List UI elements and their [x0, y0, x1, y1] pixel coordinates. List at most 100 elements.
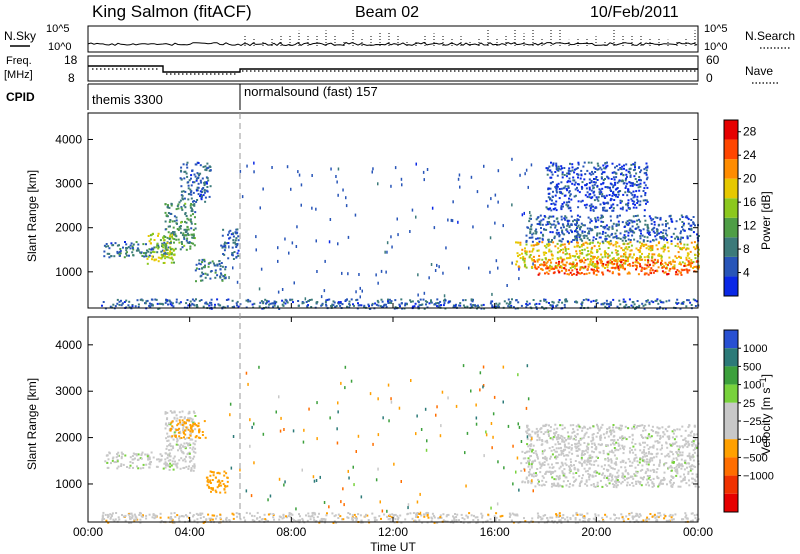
power-scatter-cell	[502, 224, 504, 228]
power-cell	[199, 190, 202, 193]
velocity-cell	[218, 472, 221, 475]
velocity-cell	[577, 469, 580, 472]
power-cell	[208, 304, 211, 307]
power-cell	[576, 167, 579, 169]
power-cell	[694, 224, 696, 227]
power-cell	[545, 200, 548, 203]
power-cell	[623, 305, 626, 308]
power-cell	[549, 304, 552, 306]
power-cell	[664, 220, 667, 222]
power-cell	[110, 242, 113, 245]
power-cell	[585, 184, 588, 187]
power-cell	[236, 244, 239, 247]
velocity-cell	[172, 463, 175, 466]
velocity-cell	[694, 438, 697, 441]
power-scatter-cell	[336, 180, 338, 184]
velocity-cell	[549, 516, 552, 519]
power-cell	[617, 168, 620, 171]
power-cell	[187, 193, 190, 196]
power-cell	[595, 176, 598, 178]
velocity-cell	[602, 518, 605, 521]
velocity-cell	[590, 484, 593, 487]
velocity-cell	[621, 437, 624, 440]
power-scatter-cell	[386, 241, 389, 245]
power-cell	[588, 204, 591, 207]
power-scatter-cell	[417, 273, 419, 277]
power-cell	[601, 271, 604, 274]
power-cell	[200, 197, 203, 200]
power-cell	[530, 223, 533, 226]
power-cell	[547, 272, 550, 275]
power-cell	[616, 260, 619, 263]
velocity-cell	[530, 465, 533, 468]
velocity-cell	[538, 461, 541, 464]
velocity-cell	[581, 464, 584, 467]
velocity-cell	[433, 516, 436, 519]
power-cell	[614, 232, 617, 235]
velocity-cell	[551, 463, 553, 466]
velocity-cell	[182, 432, 185, 435]
power-cell	[555, 189, 558, 192]
power-cell	[535, 302, 538, 305]
velocity-cell	[685, 482, 688, 485]
power-cell	[549, 226, 552, 229]
power-cell	[646, 186, 649, 189]
velocity-cell	[460, 513, 463, 516]
velocity-cell	[529, 455, 532, 458]
power-cell	[692, 298, 695, 301]
velocity-cell	[414, 519, 417, 522]
velocity-cell	[206, 484, 209, 487]
power-cell	[649, 217, 652, 220]
velocity-cell	[431, 517, 434, 520]
power-cell	[203, 191, 206, 194]
power-cell	[399, 305, 401, 308]
velocity-cell	[188, 465, 190, 468]
power-scatter-cell	[525, 168, 528, 172]
power-cell	[582, 299, 585, 301]
power-cell	[639, 182, 642, 185]
power-cell	[604, 253, 606, 256]
power-cells	[101, 157, 700, 310]
velocity-cell	[426, 513, 429, 516]
velocity-cell	[547, 463, 550, 466]
velocity-cell	[668, 480, 671, 483]
power-cell	[615, 224, 618, 227]
power-cell	[166, 249, 169, 251]
velocity-cell	[644, 472, 647, 475]
power-cell	[583, 261, 586, 264]
power-scatter-cell	[417, 293, 419, 297]
power-cell	[665, 263, 668, 266]
velocity-cell	[674, 513, 677, 516]
velocity-cell	[225, 518, 227, 521]
power-cell	[169, 253, 172, 256]
power-cell	[167, 225, 170, 228]
power-cell	[543, 244, 546, 247]
power-cell	[614, 266, 617, 269]
velocity-cell	[537, 516, 540, 519]
velocity-cell	[691, 481, 694, 484]
velocity-cell	[583, 453, 586, 455]
power-cell	[348, 304, 351, 307]
velocity-cell	[648, 458, 651, 461]
velocity-cell	[160, 458, 163, 461]
velocity-cell	[586, 469, 589, 472]
power-scatter-cell	[468, 266, 470, 270]
power-cell	[132, 254, 135, 257]
power-cell	[145, 254, 147, 257]
power-cell	[181, 194, 184, 197]
noise-panel-frame	[87, 25, 699, 53]
velocity-cell	[649, 513, 652, 515]
velocity-cell	[548, 466, 551, 469]
velocity-cell	[651, 457, 654, 460]
power-cell	[604, 231, 607, 234]
velocity-cell	[646, 454, 648, 457]
velocity-cell	[643, 459, 646, 462]
velocity-cell	[357, 513, 360, 516]
power-cell	[521, 248, 524, 251]
power-cell	[157, 256, 160, 259]
power-scatter-cell	[232, 266, 234, 270]
velocity-cell	[191, 448, 194, 451]
velocity-cell	[527, 480, 530, 482]
power-cell	[191, 236, 194, 239]
power-cell	[385, 306, 388, 308]
